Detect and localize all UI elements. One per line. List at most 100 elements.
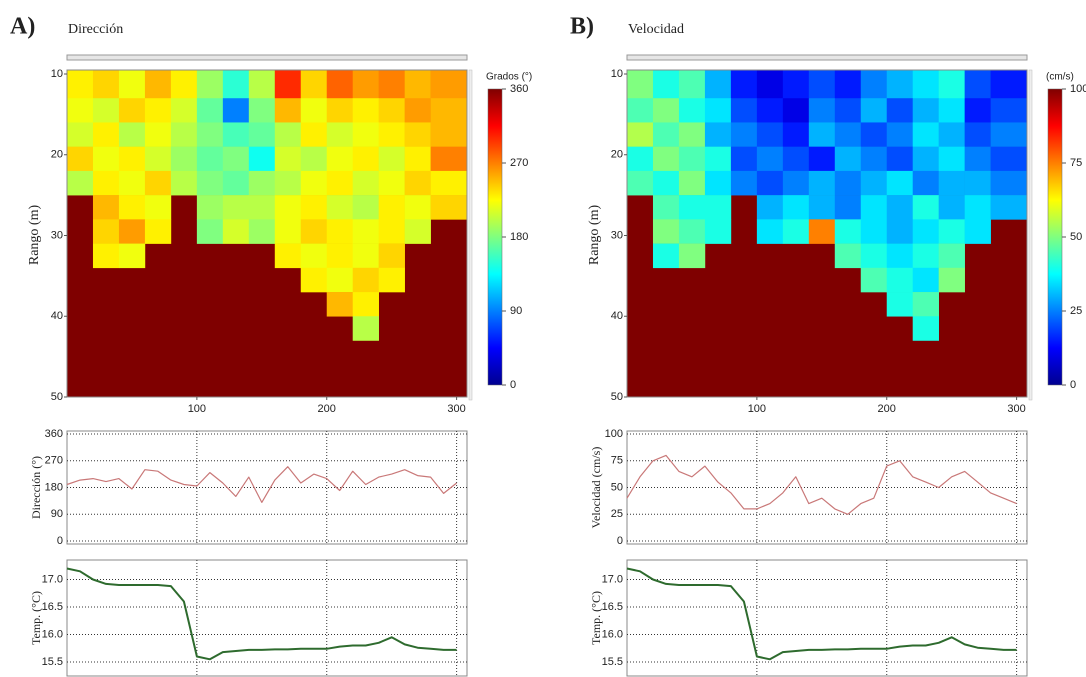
heat-cell (300, 195, 328, 220)
heat-cell (274, 70, 302, 99)
heat-cell (404, 219, 431, 244)
heat-cell (964, 70, 991, 99)
heat-cell (352, 195, 379, 220)
heat-cell (222, 146, 250, 172)
heat-cell (248, 146, 276, 172)
heat-cell (782, 219, 810, 244)
heat-cell (404, 146, 431, 172)
heat-cell (170, 98, 198, 123)
heat-cell (352, 70, 379, 99)
heat-cell (274, 195, 302, 220)
heat-cell (326, 219, 354, 244)
heat-cell (808, 146, 836, 172)
heat-cell (404, 170, 431, 196)
heat-cell (678, 219, 706, 244)
heat-cell (378, 219, 405, 244)
heat-cell (222, 70, 250, 99)
heat-cell (430, 98, 468, 123)
y-tick-label: 75 (611, 455, 623, 467)
heat-cell (118, 70, 146, 99)
heat-cell (990, 122, 1028, 147)
colorbar-tick-label: 25 (1070, 305, 1082, 317)
heat-cell (834, 122, 862, 147)
heat-cell (652, 219, 680, 244)
heat-cell (170, 170, 198, 196)
heat-cell (652, 122, 680, 147)
heat-cell (67, 146, 94, 172)
data-line (626, 567, 1017, 661)
heat-cell (886, 98, 914, 123)
heat-cell (300, 170, 328, 196)
heat-cell (67, 98, 94, 123)
heat-cell (404, 195, 431, 220)
heat-cell (886, 243, 914, 269)
heat-cell (144, 195, 172, 220)
heat-cell (67, 70, 94, 99)
heat-cell (652, 98, 680, 123)
heat-cell (326, 243, 354, 269)
x-tick-label: 300 (447, 403, 465, 415)
heat-cell (964, 98, 991, 123)
heat-cell (938, 122, 965, 147)
heat-cell (938, 195, 965, 220)
y-tick-label: 17.0 (42, 573, 63, 585)
heat-cell (704, 146, 732, 172)
heat-cell (652, 146, 680, 172)
y-axis-label: Temp. (°C) (589, 591, 603, 645)
heat-cell (92, 98, 120, 123)
heat-cell (118, 146, 146, 172)
heat-cell (912, 122, 939, 147)
heat-cell (430, 122, 468, 147)
heat-cell (326, 292, 354, 317)
heat-cell (222, 98, 250, 123)
colorbar-tick-label: 50 (1070, 231, 1082, 243)
heat-cell (248, 98, 276, 123)
colorbar-tick-label: 0 (510, 379, 516, 391)
heat-cell (326, 98, 354, 123)
y-tick-label: 17.0 (602, 573, 623, 585)
colorbar-tick-label: 75 (1070, 157, 1082, 169)
heat-cell (378, 243, 405, 269)
heat-cell (430, 170, 468, 196)
panel-label: A) (10, 14, 35, 40)
heat-cell (782, 122, 810, 147)
heat-cell (886, 267, 914, 293)
heat-cell (352, 267, 379, 293)
heat-cell (652, 195, 680, 220)
heat-cell (222, 219, 250, 244)
heat-cell (196, 122, 224, 147)
heat-cell (300, 219, 328, 244)
heat-cell (730, 170, 758, 196)
heat-cell (248, 219, 276, 244)
x-tick-label: 300 (1007, 403, 1025, 415)
heat-cell (782, 98, 810, 123)
heat-cell (144, 70, 172, 99)
y-tick-label: 20 (51, 149, 63, 161)
heat-cell (886, 70, 914, 99)
heat-cell (92, 122, 120, 147)
heat-cell (67, 122, 94, 147)
heat-cell (834, 98, 862, 123)
y-tick-label: 10 (51, 68, 63, 80)
y-tick-label: 0 (57, 535, 63, 547)
heat-cell (938, 170, 965, 196)
heat-cell (378, 195, 405, 220)
heat-cell (704, 219, 732, 244)
plot-frame (66, 69, 468, 398)
x-tick-label: 200 (318, 403, 336, 415)
y-axis-label: Rango (m) (587, 205, 602, 266)
heat-cell (938, 219, 965, 244)
y-tick-label: 90 (51, 508, 63, 520)
heat-cell (274, 170, 302, 196)
heat-cell (627, 146, 654, 172)
heat-cell (834, 170, 862, 196)
heat-cell (352, 243, 379, 269)
heat-cell (912, 243, 939, 269)
panel-label: B) (570, 14, 594, 40)
heat-cell (912, 292, 939, 317)
heat-cell (990, 70, 1028, 99)
heat-cell (782, 146, 810, 172)
heat-cell (678, 98, 706, 123)
heat-cell (352, 292, 379, 317)
heat-cell (964, 195, 991, 220)
